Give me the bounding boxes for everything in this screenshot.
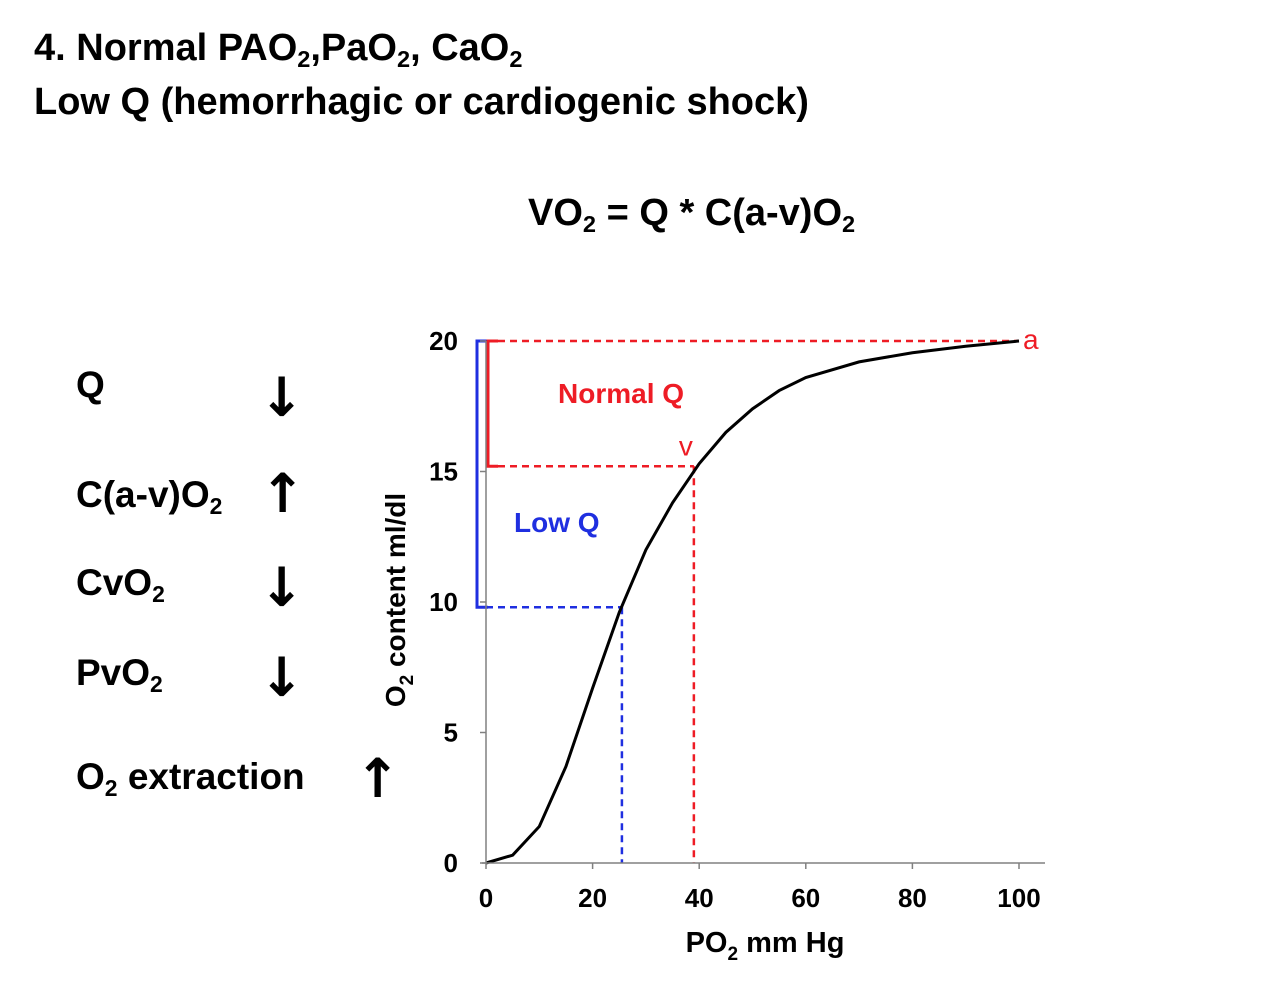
variable-cavo2-label: C(a-v)O2 xyxy=(76,474,223,519)
x-tick-label: 40 xyxy=(685,883,714,913)
variable-q-label: Q xyxy=(76,364,105,405)
normal-q-label: Normal Q xyxy=(558,378,684,409)
y-tick-label: 20 xyxy=(429,326,458,356)
x-tick-label: 60 xyxy=(791,883,820,913)
variable-cvo2-label: CvO2 xyxy=(76,562,165,607)
pvo2-down-arrow-icon: ↓ xyxy=(259,646,305,709)
x-tick-label: 0 xyxy=(479,883,493,913)
dissociation-curve xyxy=(485,339,1020,865)
y-tick-label: 0 xyxy=(444,848,458,878)
variable-pvo2-label: PvO2 xyxy=(76,652,163,697)
q-down-arrow-icon: ↓ xyxy=(259,366,305,429)
cvo2-down-arrow-icon: ↓ xyxy=(259,556,305,619)
x-axis-title: PO2 mm Hg xyxy=(686,927,845,965)
x-tick-label: 20 xyxy=(578,883,607,913)
x-tick-label: 100 xyxy=(997,883,1040,913)
arterial-point-label: a xyxy=(1023,324,1039,355)
x-tick-label: 80 xyxy=(898,883,927,913)
y-tick-label: 5 xyxy=(444,718,458,748)
normal-q-av-difference-bracket xyxy=(486,339,498,468)
variable-o2-extraction-label: O2 extraction xyxy=(76,756,305,801)
y-tick-label: 10 xyxy=(429,587,458,617)
o2-extraction-up-arrow-icon: ↑ xyxy=(355,747,401,810)
cavo2-up-arrow-icon: ↑ xyxy=(260,462,306,525)
venous-point-label: v xyxy=(679,430,693,461)
slide-title-line-1: 4. Normal PAO2,PaO2, CaO2 xyxy=(34,27,523,73)
slide-title-line-2: Low Q (hemorrhagic or cardiogenic shock) xyxy=(34,81,809,123)
y-tick-label: 15 xyxy=(429,457,458,487)
oxygen-consumption-equation: VO2 = Q * C(a-v)O2 xyxy=(528,192,856,238)
y-axis-title: O2 content ml/dl xyxy=(380,493,418,707)
low-q-label: Low Q xyxy=(514,507,600,538)
